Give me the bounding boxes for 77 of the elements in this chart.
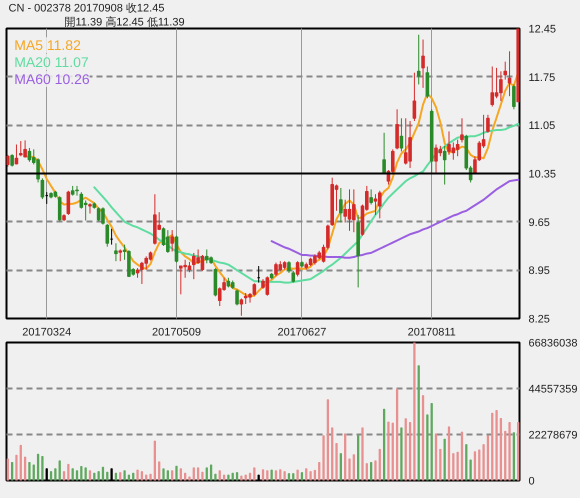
candlestick	[499, 70, 503, 102]
candlestick	[416, 34, 421, 85]
y-tick-label: 11.05	[528, 120, 556, 132]
candlestick	[28, 147, 32, 162]
candlestick	[200, 254, 204, 272]
candlestick	[508, 50, 512, 97]
candlestick	[75, 185, 79, 196]
candlestick	[192, 252, 196, 280]
x-tick-label: 20170627	[277, 326, 326, 338]
candlestick	[400, 118, 404, 152]
x-tick-label: 20170324	[22, 326, 72, 338]
y-tick-label: 11.75	[528, 72, 556, 84]
candlestick	[40, 178, 44, 200]
candlestick	[170, 230, 174, 252]
candlestick	[179, 266, 183, 295]
candlestick	[80, 192, 84, 210]
candlestick	[235, 289, 239, 306]
candlestick	[240, 298, 244, 316]
candlestick	[421, 39, 425, 88]
candlestick	[101, 206, 105, 226]
y-tick-label: 22278679	[528, 430, 578, 442]
candlestick	[274, 262, 278, 277]
candlestick	[486, 114, 490, 134]
candlestick	[460, 118, 464, 143]
candlestick	[23, 140, 27, 158]
candlestick	[66, 190, 70, 216]
candlestick	[287, 260, 291, 274]
candlestick	[226, 277, 230, 288]
chart-title: CN - 002378 20170908 收12.45	[8, 2, 164, 14]
text: MA60 10.26	[14, 70, 90, 87]
candlestick	[404, 118, 408, 166]
y-tick-label: 9.65	[528, 216, 550, 229]
candlestick	[442, 145, 446, 186]
candlestick	[374, 194, 378, 216]
candlestick	[140, 261, 144, 284]
candlestick	[434, 144, 438, 174]
candlestick	[18, 140, 23, 157]
candlestick	[408, 120, 412, 168]
chart-subtitle: 開11.39 高12.45 低11.39	[64, 16, 185, 28]
candlestick	[14, 144, 18, 166]
candlestick	[426, 66, 430, 99]
candlestick	[188, 261, 192, 273]
candlestick	[456, 139, 460, 157]
x-tick-label: 20170509	[152, 326, 201, 338]
x-tick-label: 20170811	[408, 326, 456, 338]
candlestick	[447, 130, 451, 156]
y-tick-label: 12.45	[528, 24, 556, 36]
y-tick-label: 8.95	[528, 265, 550, 278]
candlestick	[348, 188, 352, 232]
text: MA5 11.82	[14, 37, 82, 54]
candlestick	[313, 254, 317, 266]
candlestick	[204, 248, 209, 264]
candlestick	[6, 154, 10, 168]
candlestick	[382, 132, 386, 175]
candlestick	[503, 61, 508, 80]
candlestick	[395, 108, 399, 150]
candlestick	[105, 223, 110, 248]
y-tick-label: 8.25	[528, 314, 550, 326]
candlestick	[339, 188, 343, 224]
candlestick	[118, 248, 122, 262]
candlestick	[412, 72, 416, 122]
candlestick	[296, 260, 300, 277]
text: MA20 11.07	[14, 54, 89, 70]
y-tick-label: 10.35	[528, 168, 556, 180]
candlestick	[114, 242, 118, 262]
candlestick	[10, 154, 14, 168]
y-tick-label: 44557359	[528, 384, 578, 396]
candlestick	[88, 202, 92, 214]
candlestick	[512, 84, 516, 110]
candlestick	[369, 188, 373, 206]
candlestick	[490, 66, 494, 108]
candlestick	[378, 190, 382, 219]
y-tick-label: 0	[528, 476, 535, 488]
y-tick-label: 66836038	[528, 338, 578, 350]
candlestick	[58, 196, 62, 222]
candlestick	[144, 256, 148, 270]
candlestick	[291, 270, 296, 284]
